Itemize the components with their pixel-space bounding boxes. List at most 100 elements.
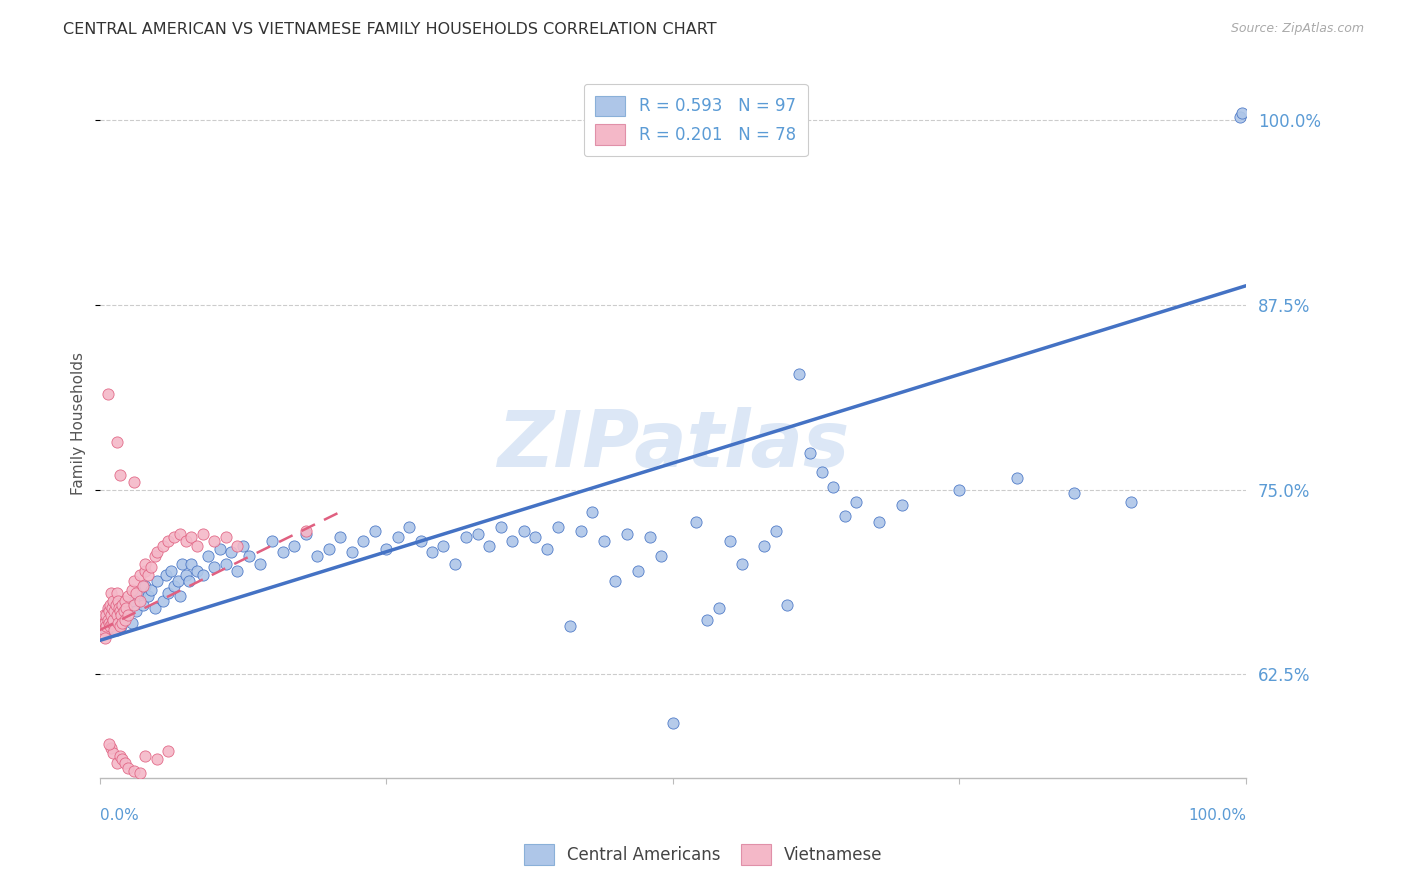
Point bbox=[143, 601, 166, 615]
Point bbox=[186, 564, 208, 578]
Text: 100.0%: 100.0% bbox=[1188, 808, 1246, 823]
Point bbox=[650, 549, 672, 564]
Point bbox=[163, 579, 186, 593]
Point bbox=[97, 604, 120, 618]
Point bbox=[122, 574, 145, 589]
Text: ZIPatlas: ZIPatlas bbox=[496, 407, 849, 483]
Point bbox=[536, 541, 558, 556]
Point bbox=[117, 761, 139, 775]
Text: 0.0%: 0.0% bbox=[100, 808, 138, 823]
Point bbox=[114, 593, 136, 607]
Y-axis label: Family Households: Family Households bbox=[72, 351, 86, 495]
Point bbox=[444, 557, 467, 571]
Point bbox=[868, 515, 890, 529]
Point bbox=[114, 604, 136, 618]
Point bbox=[352, 534, 374, 549]
Point bbox=[398, 519, 420, 533]
Point bbox=[845, 494, 868, 508]
Point bbox=[110, 618, 132, 632]
Point bbox=[103, 593, 125, 607]
Point bbox=[180, 557, 202, 571]
Point bbox=[1005, 471, 1028, 485]
Point bbox=[97, 386, 120, 401]
Point bbox=[799, 446, 821, 460]
Point bbox=[174, 534, 197, 549]
Point bbox=[174, 568, 197, 582]
Point bbox=[104, 598, 127, 612]
Point bbox=[103, 604, 125, 618]
Point bbox=[111, 598, 134, 612]
Point bbox=[94, 613, 117, 627]
Point bbox=[103, 615, 125, 630]
Point bbox=[94, 615, 117, 630]
Point bbox=[101, 613, 124, 627]
Point bbox=[93, 623, 115, 637]
Point bbox=[141, 559, 163, 574]
Point bbox=[375, 541, 398, 556]
Point bbox=[114, 756, 136, 771]
Point bbox=[478, 539, 501, 553]
Point bbox=[661, 716, 683, 731]
Point bbox=[96, 623, 118, 637]
Point bbox=[100, 620, 122, 634]
Point bbox=[98, 615, 121, 630]
Point bbox=[232, 539, 254, 553]
Point bbox=[157, 534, 180, 549]
Point bbox=[97, 608, 120, 623]
Point bbox=[605, 574, 627, 589]
Point bbox=[420, 545, 443, 559]
Point bbox=[108, 611, 131, 625]
Point bbox=[97, 615, 120, 630]
Point bbox=[1063, 485, 1085, 500]
Point bbox=[98, 598, 121, 612]
Point bbox=[103, 623, 125, 637]
Point bbox=[226, 539, 249, 553]
Point bbox=[97, 737, 120, 751]
Point bbox=[101, 615, 124, 630]
Point bbox=[122, 475, 145, 490]
Point bbox=[260, 534, 283, 549]
Point bbox=[191, 527, 214, 541]
Point bbox=[340, 545, 363, 559]
Point bbox=[93, 618, 115, 632]
Point bbox=[432, 539, 454, 553]
Point bbox=[104, 604, 127, 618]
Point bbox=[136, 568, 159, 582]
Point bbox=[730, 557, 752, 571]
Point bbox=[456, 530, 478, 544]
Point bbox=[101, 601, 124, 615]
Point bbox=[157, 744, 180, 758]
Point bbox=[108, 467, 131, 482]
Point bbox=[91, 615, 114, 630]
Point bbox=[108, 748, 131, 763]
Point bbox=[103, 746, 125, 760]
Point bbox=[512, 524, 534, 538]
Point bbox=[96, 608, 118, 623]
Point bbox=[226, 564, 249, 578]
Point bbox=[134, 557, 156, 571]
Point bbox=[215, 557, 238, 571]
Point bbox=[616, 527, 638, 541]
Point bbox=[107, 593, 129, 607]
Point bbox=[169, 589, 191, 603]
Point bbox=[100, 586, 122, 600]
Point bbox=[134, 579, 156, 593]
Point bbox=[524, 530, 547, 544]
Point bbox=[105, 623, 128, 637]
Text: CENTRAL AMERICAN VS VIETNAMESE FAMILY HOUSEHOLDS CORRELATION CHART: CENTRAL AMERICAN VS VIETNAMESE FAMILY HO… bbox=[63, 22, 717, 37]
Point bbox=[295, 527, 318, 541]
Point bbox=[202, 559, 225, 574]
Point bbox=[387, 530, 409, 544]
Point bbox=[125, 604, 148, 618]
Point bbox=[117, 608, 139, 623]
Point bbox=[100, 741, 122, 756]
Point bbox=[191, 568, 214, 582]
Point bbox=[105, 435, 128, 450]
Point bbox=[363, 524, 385, 538]
Point bbox=[97, 601, 120, 615]
Point bbox=[97, 604, 120, 618]
Point bbox=[128, 586, 150, 600]
Point bbox=[157, 586, 180, 600]
Point bbox=[569, 524, 592, 538]
Legend: R = 0.593   N = 97, R = 0.201   N = 78: R = 0.593 N = 97, R = 0.201 N = 78 bbox=[583, 84, 807, 156]
